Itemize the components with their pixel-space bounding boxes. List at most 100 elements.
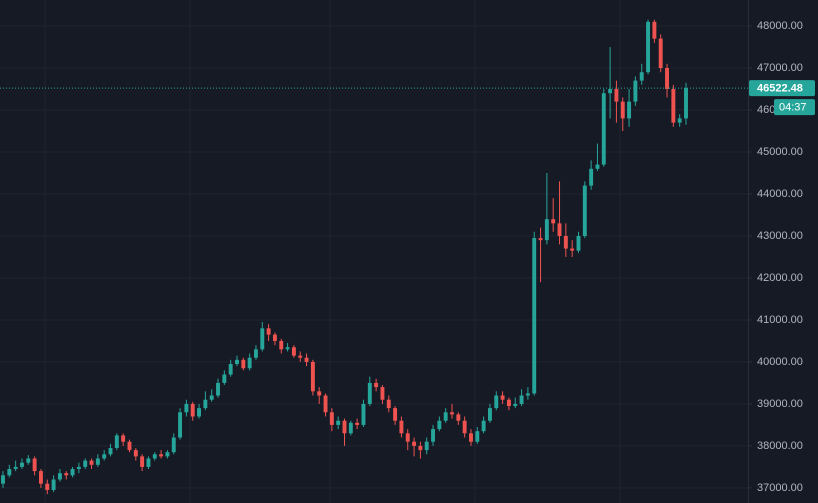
time-grid <box>44 0 621 503</box>
candle-body <box>399 420 404 434</box>
candle-body <box>76 466 81 469</box>
candle-body <box>494 395 499 409</box>
candle-body <box>658 38 663 69</box>
candle-body <box>20 462 24 467</box>
candle-body <box>506 399 511 407</box>
y-tick-label: 40000.00 <box>757 356 803 368</box>
candle-body <box>159 454 164 457</box>
candle-body <box>361 403 366 425</box>
candle-body <box>329 412 334 425</box>
candle-body <box>140 456 145 467</box>
candle-body <box>589 168 594 186</box>
candle-body <box>323 395 328 413</box>
candle-body <box>405 433 410 442</box>
candle-body <box>355 422 360 425</box>
candle-body <box>298 355 303 358</box>
candle-body <box>228 364 233 375</box>
candle-body <box>519 395 524 404</box>
price-overlay: 46522.48 04:37 <box>0 80 815 116</box>
candle-body <box>121 435 126 442</box>
candle-body <box>532 238 537 394</box>
y-tick-label: 44000.00 <box>757 188 803 200</box>
candle-body <box>576 235 581 251</box>
candle-body <box>462 420 467 434</box>
y-tick-label: 38000.00 <box>757 440 803 452</box>
candle-body <box>89 460 94 465</box>
candle-body <box>367 382 372 404</box>
candle-body <box>627 101 632 119</box>
candle-body <box>481 420 486 432</box>
candle-body <box>525 393 530 396</box>
candle-body <box>51 479 56 490</box>
candle-body <box>380 387 385 400</box>
candle-body <box>247 357 252 369</box>
candle-body <box>254 349 258 358</box>
candle-body <box>336 420 341 425</box>
candle-body <box>197 408 202 417</box>
candle-body <box>582 185 587 236</box>
candle-body <box>260 328 265 350</box>
candle-body <box>487 408 492 421</box>
candle-body <box>57 473 62 480</box>
candle-body <box>304 357 309 362</box>
candle-body <box>538 238 543 241</box>
candle-body <box>633 80 638 102</box>
candle-body <box>348 422 353 434</box>
candle-body <box>209 395 214 400</box>
candle-body <box>45 483 50 490</box>
candle-body <box>95 458 100 465</box>
candle-body <box>70 468 75 476</box>
candles <box>1 19 688 495</box>
candle-body <box>342 420 347 434</box>
candle-body <box>178 412 183 438</box>
candle-body <box>456 414 461 421</box>
y-tick-label: 47000.00 <box>757 62 803 74</box>
candle-body <box>266 328 271 335</box>
y-tick-label: 45000.00 <box>757 146 803 158</box>
y-tick-label: 41000.00 <box>757 314 803 326</box>
candle-body <box>114 435 119 448</box>
candle-body <box>222 374 227 383</box>
candle-body <box>146 458 151 467</box>
grid <box>0 25 748 489</box>
candle-body <box>32 458 37 472</box>
candle-body <box>544 219 549 241</box>
candle-body <box>513 403 518 407</box>
candle-body <box>386 399 391 409</box>
candle-body <box>437 420 442 430</box>
candle-body <box>152 454 157 459</box>
last-price-label: 46522.48 <box>757 82 803 94</box>
candle-body <box>677 118 682 123</box>
candle-body <box>235 359 239 365</box>
candle-body <box>608 89 613 94</box>
candle-body <box>639 72 644 81</box>
candle-body <box>652 21 657 39</box>
candle-body <box>184 403 189 413</box>
candle-body <box>171 437 176 453</box>
candle-body <box>133 450 138 457</box>
candle-body <box>614 89 619 102</box>
candle-body <box>190 403 195 417</box>
candle-body <box>469 433 473 442</box>
countdown-box <box>774 99 815 116</box>
candle-body <box>26 458 31 463</box>
candle-body <box>102 454 107 459</box>
candle-body <box>450 412 454 415</box>
candle-body <box>285 347 290 350</box>
candle-body <box>620 101 625 119</box>
candle-body <box>424 441 429 451</box>
candle-body <box>563 235 568 249</box>
y-tick-label: 42000.00 <box>757 272 803 284</box>
candle-body <box>393 408 398 421</box>
candle-body <box>127 441 132 451</box>
candle-body <box>216 382 220 396</box>
candle-body <box>272 334 277 341</box>
y-tick-label: 43000.00 <box>757 230 803 242</box>
candle-body <box>475 431 480 442</box>
candle-body <box>418 445 423 451</box>
candle-body <box>1 475 5 484</box>
candle-body <box>165 452 170 457</box>
candle-body <box>665 68 669 90</box>
candle-body <box>412 441 417 446</box>
